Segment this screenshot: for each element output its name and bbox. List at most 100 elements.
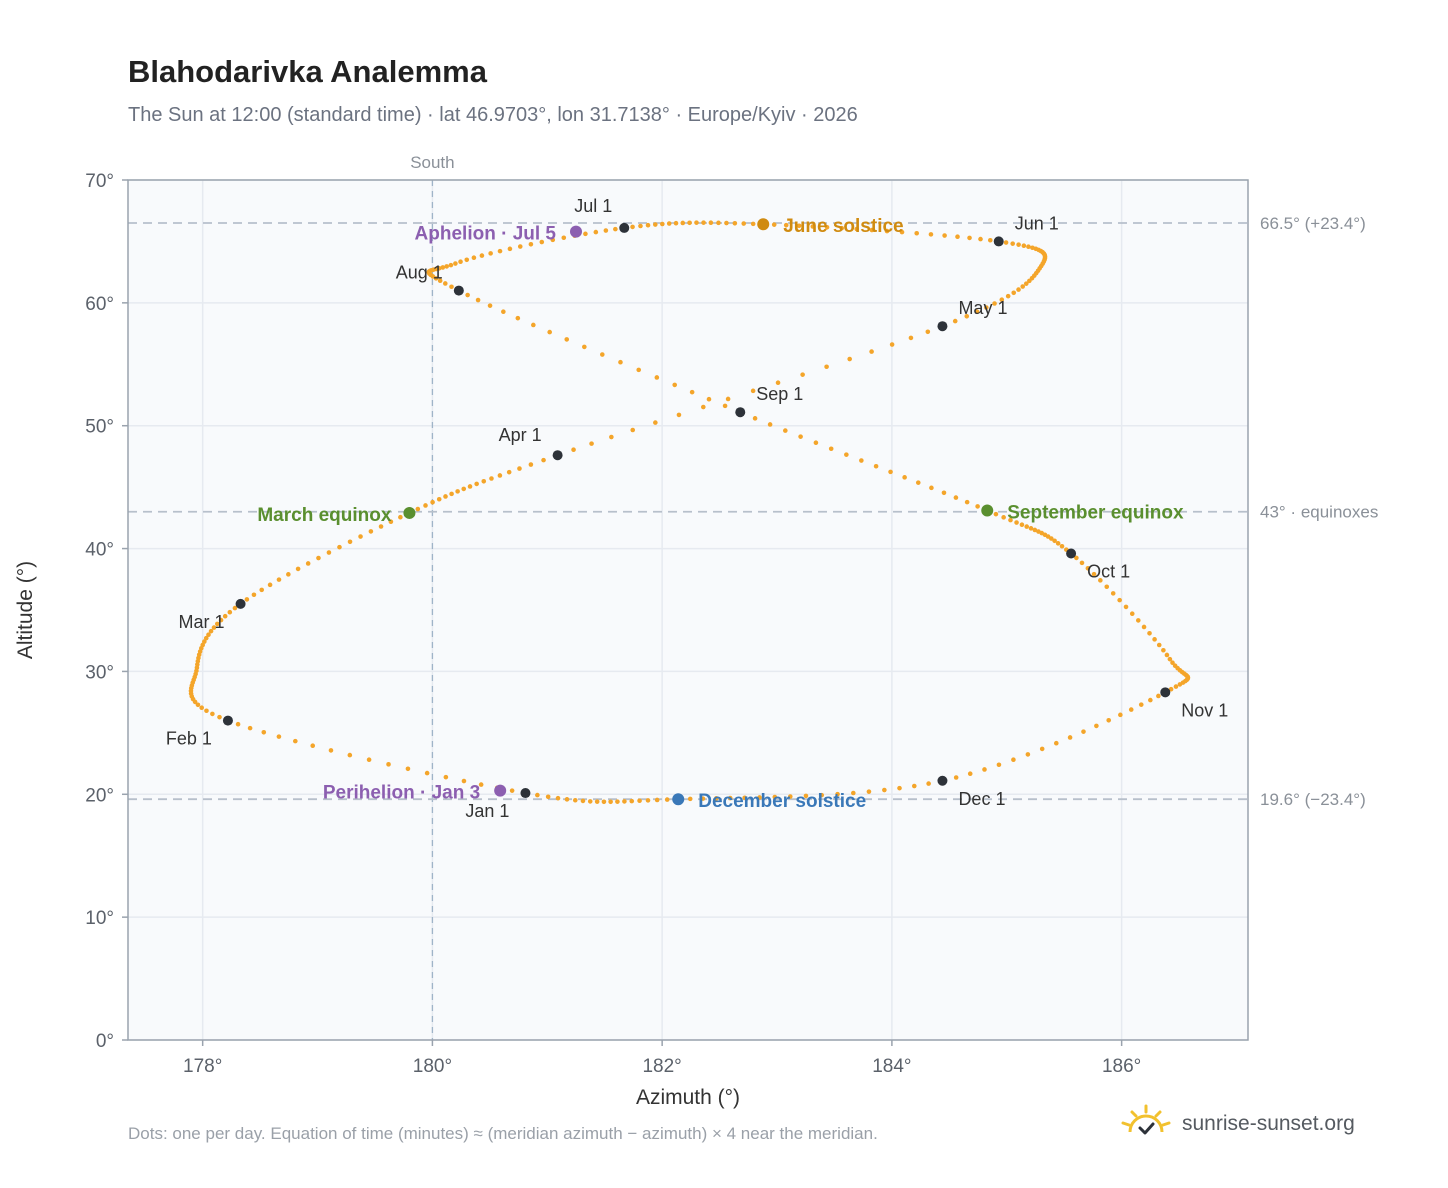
month-label: Nov 1 <box>1181 700 1228 720</box>
daily-sun-dot <box>771 222 777 227</box>
daily-sun-dot <box>202 639 207 644</box>
daily-sun-dot <box>813 440 819 446</box>
month-label: Mar 1 <box>179 612 225 632</box>
reference-line-label: 43° · equinoxes <box>1260 503 1378 522</box>
daily-sun-dot <box>859 458 864 463</box>
daily-sun-dot <box>211 625 217 630</box>
daily-sun-dot <box>587 799 593 804</box>
reference-line-label: 66.5° (+23.4°) <box>1260 214 1366 233</box>
daily-sun-dot <box>1053 740 1059 746</box>
daily-sun-dot <box>449 284 454 290</box>
daily-sun-dot <box>453 261 458 266</box>
daily-sun-dot <box>580 798 586 804</box>
daily-sun-dot <box>1011 757 1016 763</box>
daily-sun-dot <box>1135 618 1141 623</box>
daily-sun-dot <box>1138 702 1144 707</box>
y-tick-label: 60° <box>85 294 114 315</box>
event-label: September equinox <box>1007 502 1184 523</box>
daily-sun-dot <box>742 795 748 801</box>
daily-sun-dot <box>844 452 849 457</box>
daily-sun-dot <box>528 462 534 467</box>
daily-sun-dot <box>1177 682 1183 687</box>
x-tick-label: 184° <box>872 1056 911 1077</box>
event-marker <box>672 793 685 806</box>
daily-sun-dot <box>368 529 374 534</box>
daily-sun-dot <box>636 367 642 373</box>
month-marker <box>937 321 948 332</box>
daily-sun-dot <box>358 534 363 539</box>
daily-sun-dot <box>424 770 430 776</box>
event-label: December solstice <box>698 791 866 812</box>
daily-sun-dot <box>1091 571 1097 577</box>
month-marker <box>453 285 464 296</box>
daily-sun-dot <box>515 315 521 321</box>
daily-sun-dot <box>347 539 353 545</box>
daily-sun-dot <box>1055 541 1061 546</box>
daily-sun-dot <box>1148 697 1153 703</box>
daily-sun-dot <box>964 313 970 319</box>
daily-sun-dot <box>615 799 620 804</box>
daily-sun-dot <box>609 434 614 440</box>
daily-sun-dot <box>953 775 959 780</box>
daily-sun-dot <box>1025 752 1031 757</box>
daily-sun-dot <box>1156 693 1161 699</box>
daily-sun-dot <box>550 237 556 243</box>
daily-sun-dot <box>884 228 890 234</box>
daily-sun-dot <box>195 702 201 708</box>
daily-sun-dot <box>1039 746 1045 752</box>
daily-sun-dot <box>953 495 959 500</box>
date-markers: Jan 1 Feb 1 Mar 1 Apr 1 May 1 Jun 1 Jul 1 Aug 1… <box>166 196 1228 821</box>
daily-sun-dot <box>443 494 448 499</box>
daily-sun-dot <box>1067 735 1073 740</box>
daily-sun-dot <box>1011 290 1017 296</box>
daily-sun-dot <box>572 797 578 803</box>
daily-sun-dot <box>293 738 298 744</box>
daily-sun-dot <box>866 789 872 794</box>
daily-sun-dot <box>535 792 540 798</box>
daily-sun-dot <box>247 725 253 731</box>
daily-sun-dot <box>471 255 477 261</box>
daily-sun-dot <box>465 292 470 298</box>
daily-sun-dot <box>589 441 594 446</box>
daily-sun-dot <box>750 388 756 394</box>
daily-sun-dot <box>783 428 788 433</box>
daily-sun-dot <box>328 748 334 753</box>
daily-sun-dot <box>539 239 545 245</box>
daily-sun-dot <box>687 796 693 802</box>
daily-sun-dot <box>509 788 515 793</box>
daily-sun-dot <box>497 248 503 254</box>
y-tick-label: 10° <box>85 908 114 929</box>
daily-sun-dot <box>244 597 250 602</box>
daily-sun-dot <box>714 796 719 801</box>
daily-sun-dot <box>310 743 316 749</box>
daily-sun-dot <box>882 787 887 793</box>
daily-sun-dot <box>1123 604 1129 610</box>
daily-sun-dot <box>700 796 706 801</box>
daily-sun-dot <box>854 226 860 232</box>
daily-sun-dot <box>474 481 479 487</box>
y-tick-label: 30° <box>85 662 114 683</box>
daily-sun-dot <box>487 303 493 308</box>
daily-sun-dot <box>1168 686 1174 692</box>
daily-sun-dot <box>442 281 448 286</box>
daily-sun-dot <box>467 484 473 489</box>
daily-sun-dot <box>1020 284 1026 289</box>
y-tick-label: 50° <box>85 417 114 438</box>
daily-sun-dot <box>716 220 721 226</box>
daily-sun-dot <box>787 794 793 799</box>
event-marker <box>494 784 507 797</box>
brand[interactable]: sunrise-sunset.org <box>1120 1104 1355 1144</box>
daily-sun-dot <box>1129 611 1135 617</box>
daily-sun-dot <box>908 335 914 341</box>
daily-sun-dot <box>479 253 485 258</box>
daily-sun-dot <box>561 235 567 241</box>
daily-sun-dot <box>430 499 435 505</box>
daily-sun-dot <box>501 309 506 314</box>
daily-sun-dot <box>1052 538 1057 544</box>
daily-sun-dot <box>828 446 834 452</box>
plot-frame <box>127 179 1249 1041</box>
daily-sun-dot <box>593 229 599 235</box>
daily-sun-dot <box>464 257 470 263</box>
daily-sun-dot <box>622 799 627 804</box>
daily-sun-dot <box>999 297 1005 303</box>
